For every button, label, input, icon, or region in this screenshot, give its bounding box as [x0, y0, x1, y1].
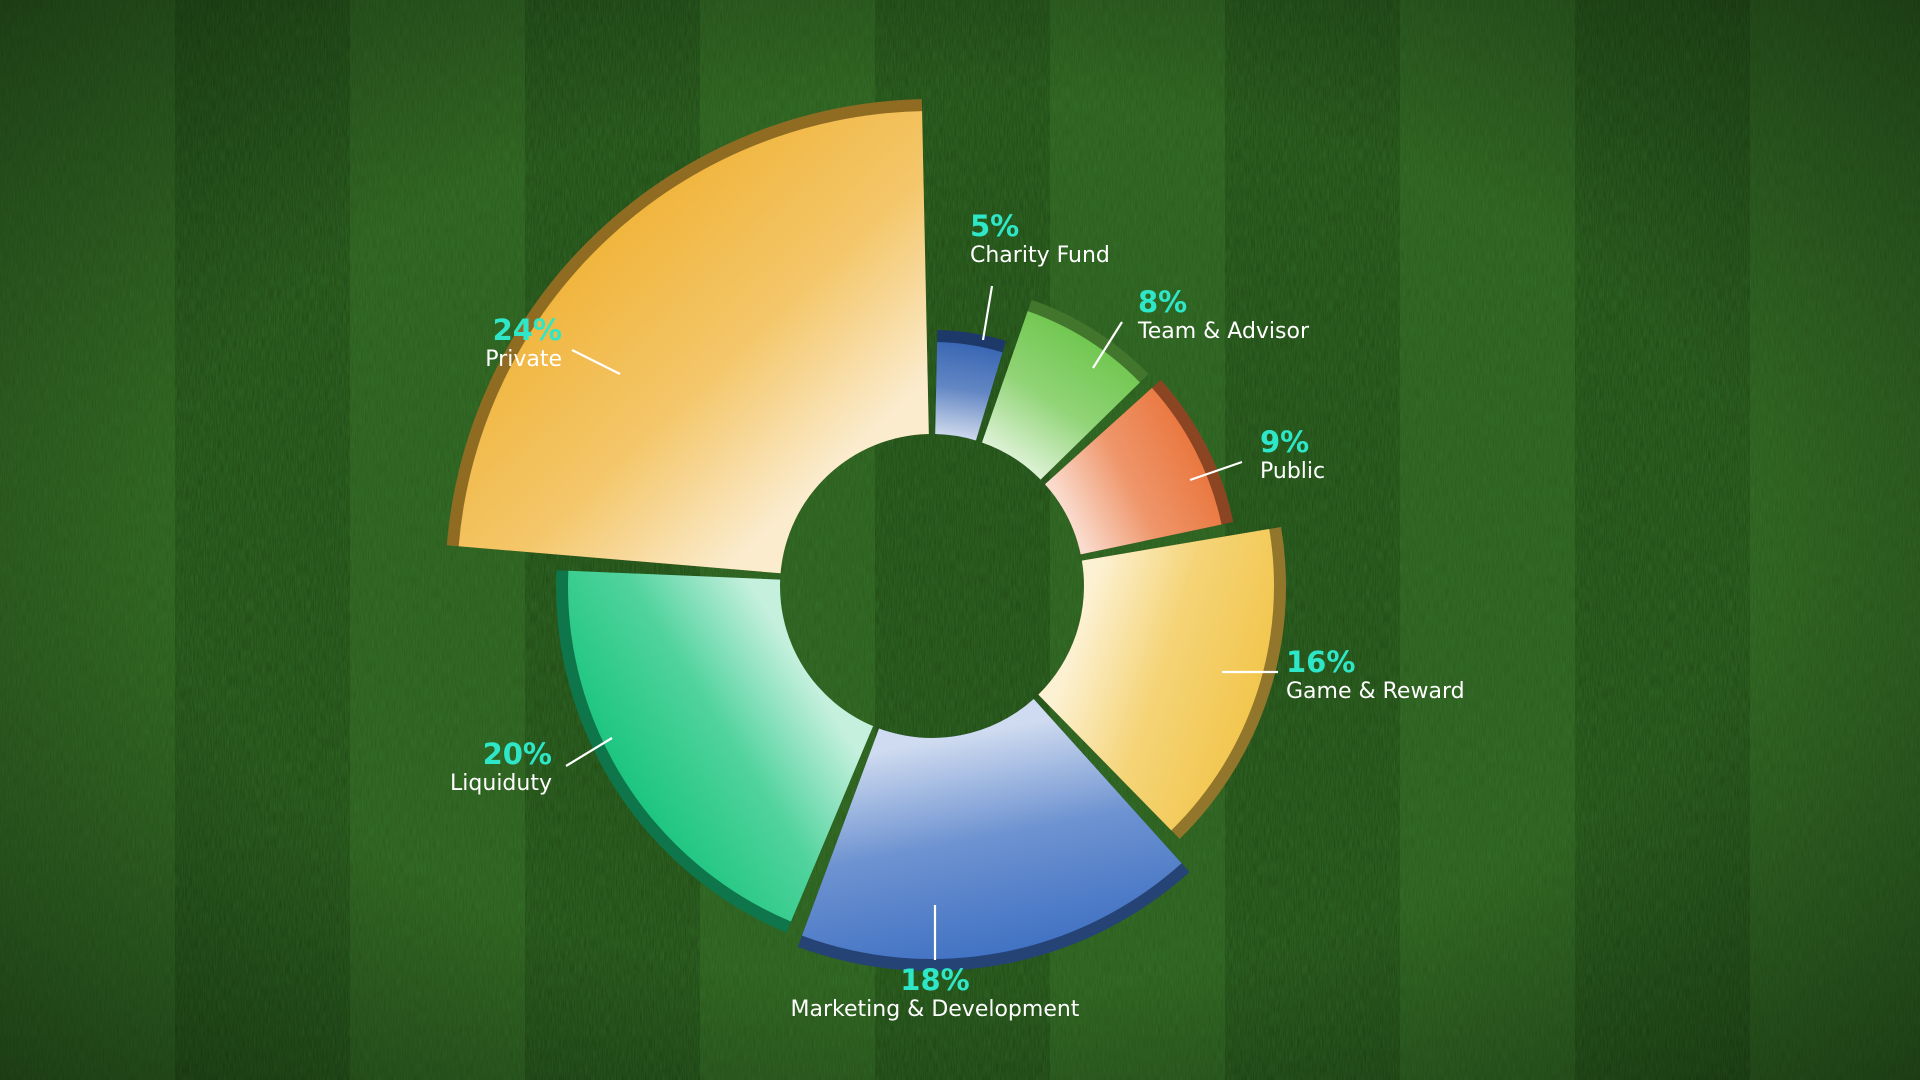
- slice-game-reward: [1038, 528, 1274, 831]
- leader-line-team-advisor: [1092, 321, 1123, 369]
- category-label-team-advisor: Team & Advisor: [1137, 319, 1310, 344]
- slice-team-advisor: [981, 311, 1140, 480]
- slice-marketing-development: [801, 698, 1182, 959]
- leader-line-charity-fund: [981, 285, 994, 341]
- category-label-game-reward: Game & Reward: [1286, 679, 1465, 704]
- value-label-liquiduty: 20%: [483, 737, 552, 771]
- category-label-charity-fund: Charity Fund: [970, 243, 1110, 268]
- slice-public: [1044, 387, 1222, 555]
- category-label-public: Public: [1260, 459, 1325, 484]
- value-label-team-advisor: 8%: [1138, 285, 1187, 319]
- category-label-private: Private: [485, 347, 562, 372]
- value-label-marketing-development: 18%: [900, 963, 969, 997]
- leader-line-public: [1189, 460, 1243, 482]
- slice-private: [458, 111, 929, 574]
- slice-liquiduty: [567, 570, 874, 922]
- category-label-marketing-development: Marketing & Development: [791, 997, 1080, 1022]
- leader-line-private: [571, 349, 621, 375]
- value-label-public: 9%: [1260, 425, 1309, 459]
- value-label-private: 24%: [493, 313, 562, 347]
- slice-charity-fund: [935, 342, 1003, 441]
- value-label-game-reward: 16%: [1286, 645, 1355, 679]
- category-label-liquiduty: Liquiduty: [450, 771, 552, 796]
- value-label-charity-fund: 5%: [970, 209, 1019, 243]
- leader-line-liquiduty: [565, 737, 613, 767]
